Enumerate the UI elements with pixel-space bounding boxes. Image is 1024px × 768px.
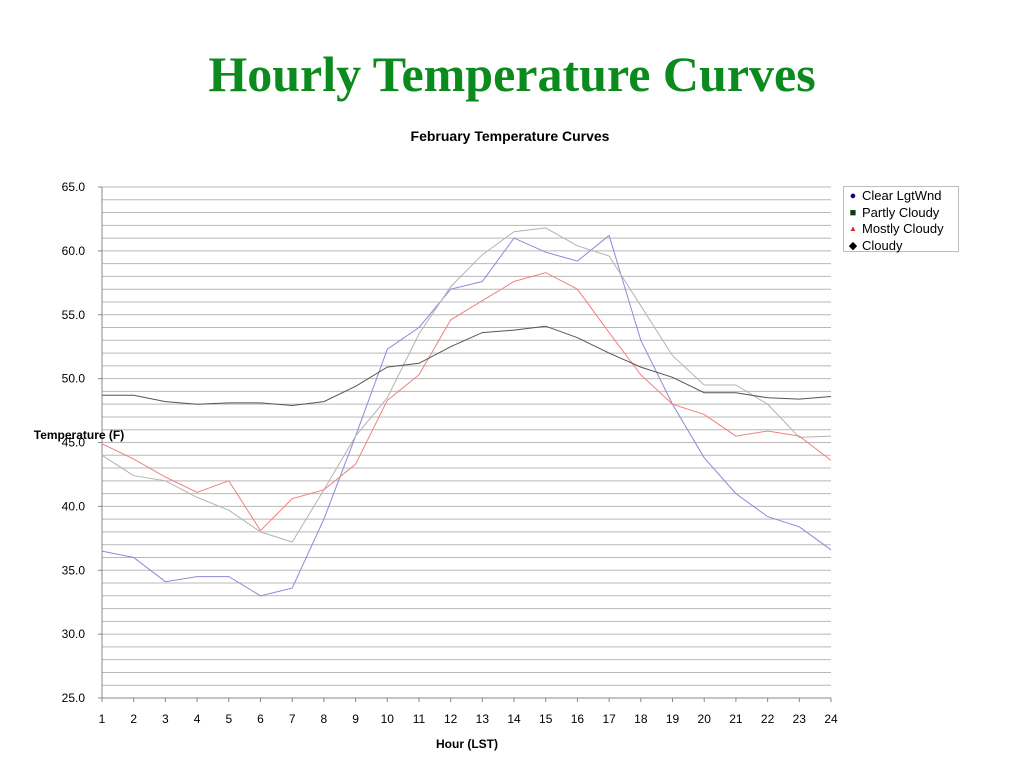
legend-item: ■ Partly Cloudy <box>844 205 958 222</box>
x-tick-label: 12 <box>444 712 458 726</box>
legend-item: ● Clear LgtWnd <box>844 188 958 205</box>
x-tick-label: 9 <box>352 712 359 726</box>
x-tick-label: 21 <box>729 712 743 726</box>
legend-label: Cloudy <box>862 237 903 253</box>
series-lines <box>101 227 832 597</box>
x-tick-label: 6 <box>257 712 264 726</box>
x-tick-label: 23 <box>793 712 807 726</box>
triangle-marker-icon: ▲ <box>849 224 857 233</box>
y-tick-label: 40.0 <box>62 499 86 513</box>
x-tick-label: 5 <box>225 712 232 726</box>
y-tick-label: 55.0 <box>62 308 86 322</box>
x-tick-label: 10 <box>381 712 395 726</box>
chart-legend: ● Clear LgtWnd ■ Partly Cloudy ▲ Mostly Cloud… <box>843 186 959 255</box>
x-tick-label: 22 <box>761 712 775 726</box>
y-tick-label: 25.0 <box>62 691 86 705</box>
x-tick-label: 3 <box>162 712 169 726</box>
y-tick-label: 60.0 <box>62 244 86 258</box>
series-line-clear-lgtwnd <box>101 234 832 597</box>
x-tick-label: 15 <box>539 712 553 726</box>
axes <box>98 186 832 702</box>
y-tick-label: 65.0 <box>62 180 86 194</box>
y-axis-label: Temperature (F) <box>33 428 125 442</box>
x-tick-label: 18 <box>634 712 648 726</box>
gridlines <box>102 186 831 686</box>
slide-title: Hourly Temperature Curves <box>208 46 816 102</box>
y-tick-label: 35.0 <box>62 563 86 577</box>
x-tick-label: 4 <box>194 712 201 726</box>
x-tick-label: 13 <box>476 712 490 726</box>
series-line-partly-cloudy <box>101 227 832 543</box>
series-line-cloudy <box>102 325 832 407</box>
x-tick-labels: 1 2 3 4 5 6 7 8 9 10 11 12 13 14 15 16 17 18 19 20 21 22 23 24 <box>99 712 838 726</box>
legend-label: Mostly Cloudy <box>862 221 944 236</box>
legend-item: ▲ Mostly Cloudy <box>844 221 958 238</box>
legend-label: Partly Cloudy <box>862 204 940 220</box>
y-tick-labels: 65.0 60.0 55.0 50.0 45.0 40.0 35.0 30.0 25.0 <box>62 180 86 705</box>
legend-label: Clear LgtWnd <box>862 188 942 203</box>
x-tick-label: 16 <box>571 712 585 726</box>
x-tick-label: 19 <box>666 712 680 726</box>
diamond-marker-icon: ◆ <box>848 239 858 252</box>
x-tick-label: 7 <box>289 712 296 726</box>
square-marker-icon: ■ <box>849 206 857 219</box>
x-tick-label: 24 <box>824 712 838 726</box>
x-tick-label: 1 <box>99 712 106 726</box>
y-tick-label: 50.0 <box>62 372 86 386</box>
x-tick-label: 11 <box>413 712 426 726</box>
x-tick-label: 8 <box>321 712 328 726</box>
chart-title: February Temperature Curves <box>410 128 610 144</box>
x-tick-label: 2 <box>130 712 137 726</box>
y-tick-label: 30.0 <box>62 627 86 641</box>
circle-marker-icon: ● <box>849 190 857 202</box>
x-tick-label: 20 <box>698 712 712 726</box>
x-tick-label: 17 <box>602 712 616 726</box>
x-axis-label: Hour (LST) <box>436 737 498 751</box>
y-tick-label: 45.0 <box>62 436 86 450</box>
series-line-mostly-cloudy <box>101 272 832 532</box>
x-tick-label: 14 <box>507 712 521 726</box>
legend-item: ◆ Cloudy <box>844 238 958 255</box>
